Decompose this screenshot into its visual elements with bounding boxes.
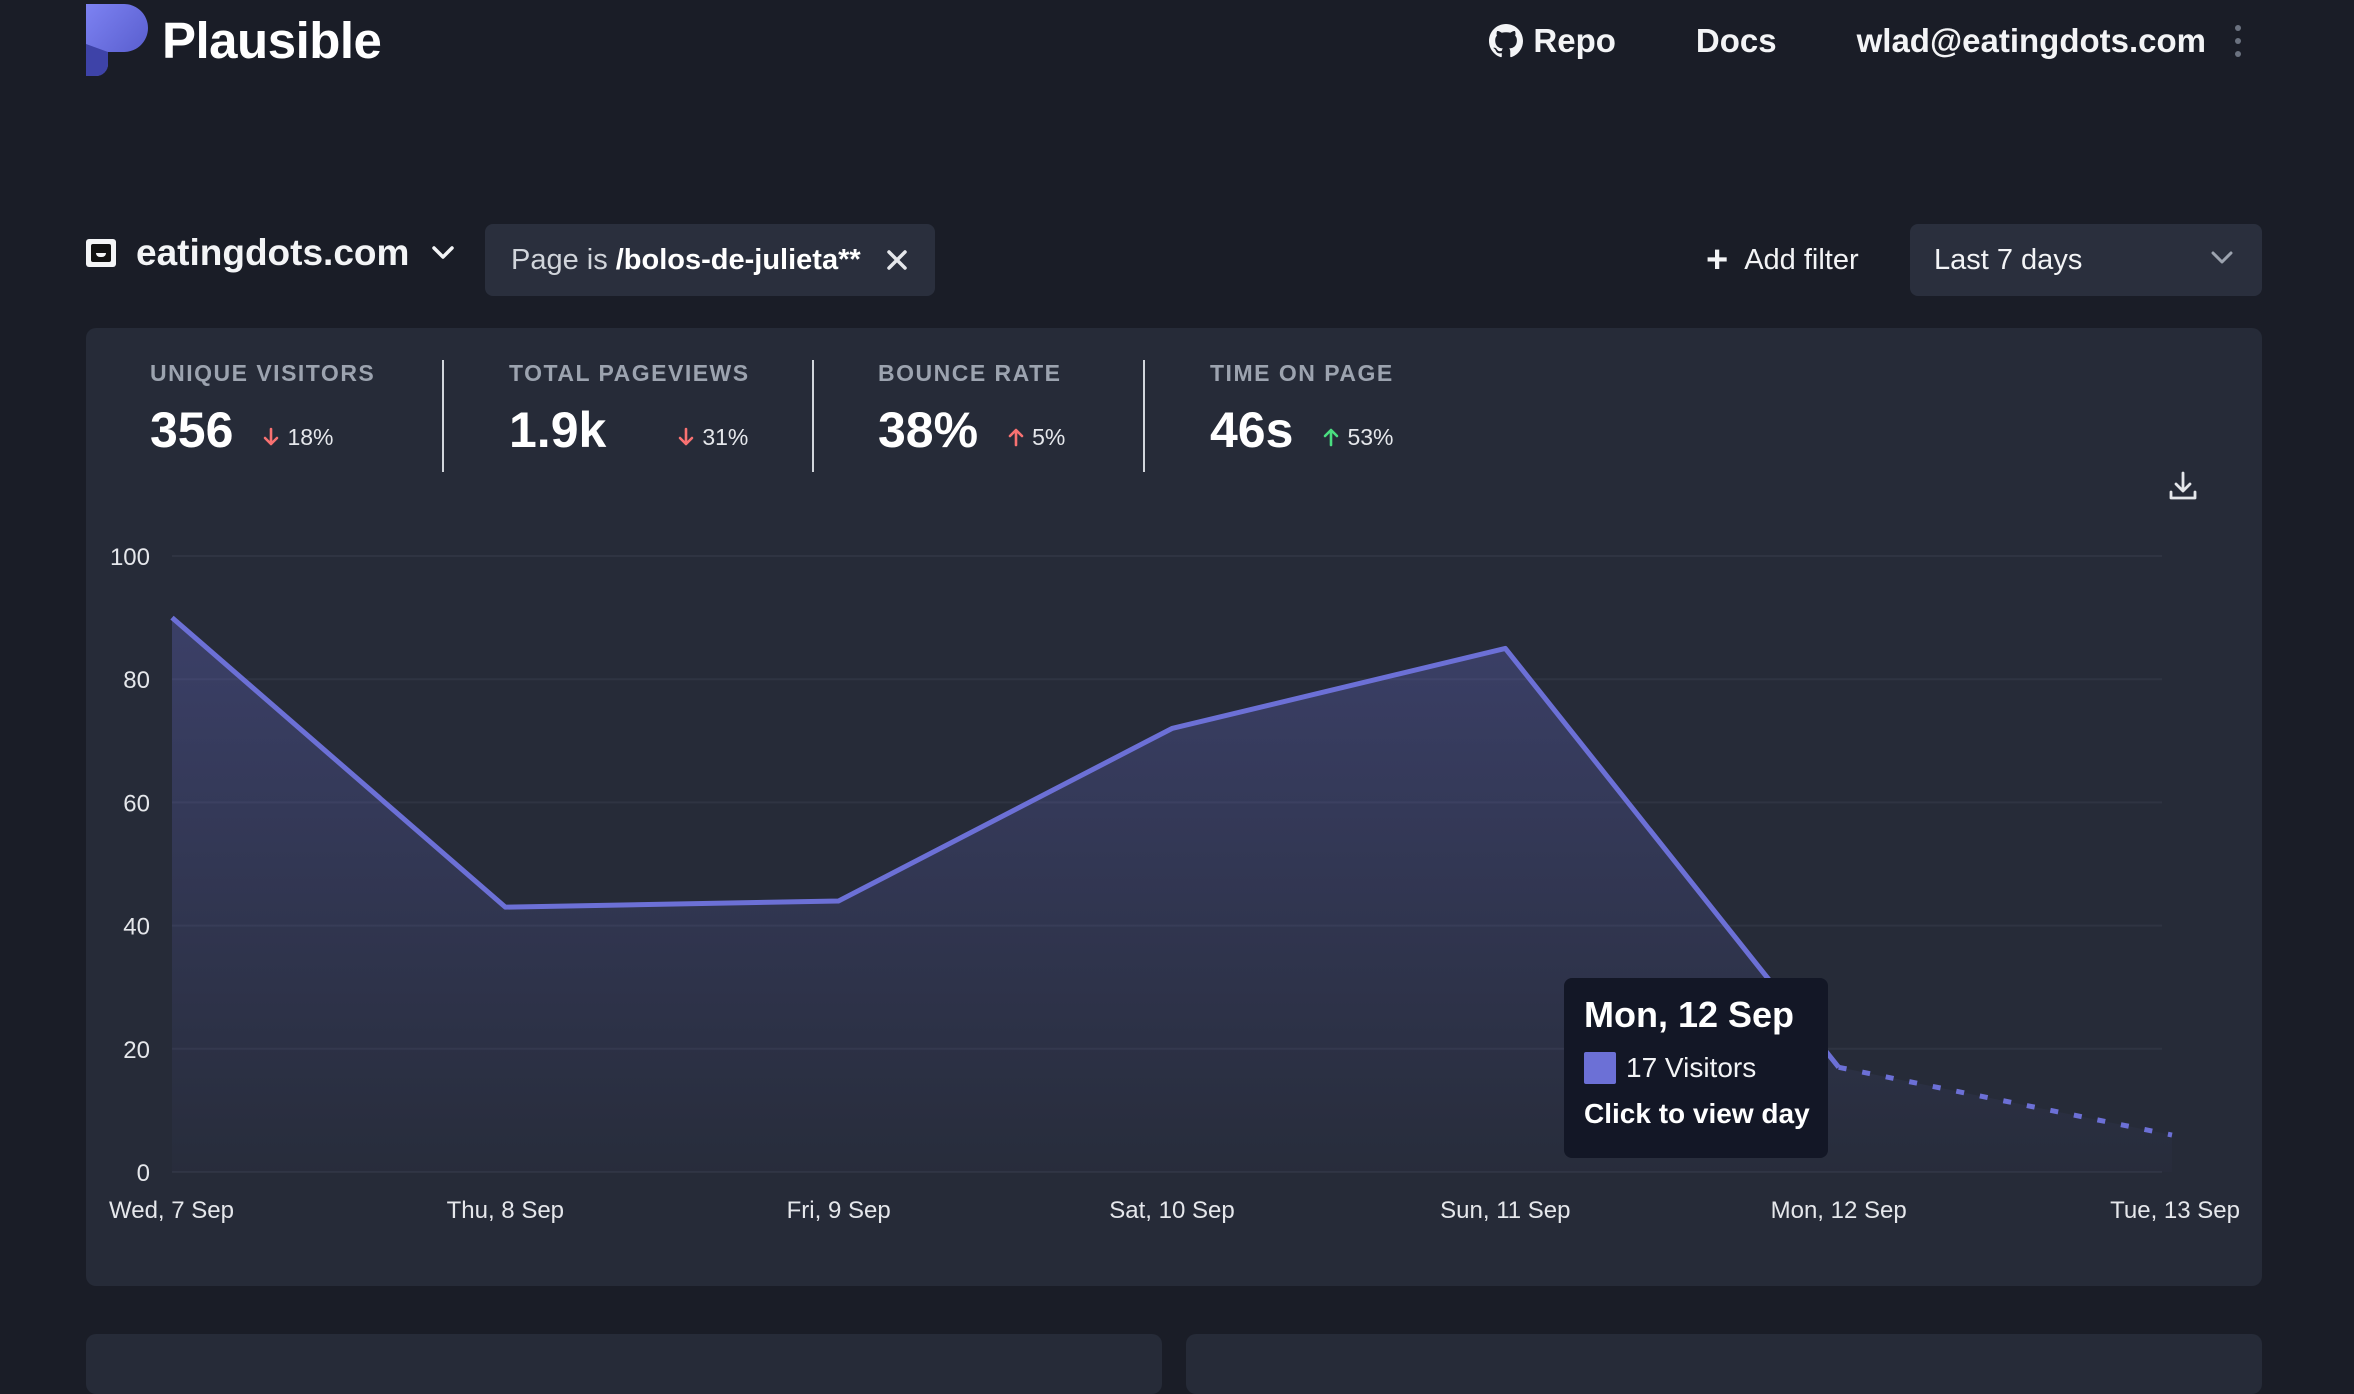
series-line-incomplete bbox=[1838, 1064, 2173, 1138]
y-tick-label: 40 bbox=[123, 914, 150, 941]
chevron-down-icon bbox=[432, 246, 455, 259]
github-icon bbox=[1489, 24, 1524, 58]
top-nav: Plausible Repo Docs wlad@eatingdots.com bbox=[0, 0, 2354, 90]
visitors-line-chart[interactable]: 0 20 40 60 80 100 Wed, 7 Sep Thu, 8 Sep Fri, 9 S… bbox=[0, 0, 2354, 1364]
series-area bbox=[172, 617, 2172, 1172]
x-tick-label: Fri, 9 Sep bbox=[787, 1197, 891, 1224]
tooltip-title: Mon, 12 Sep bbox=[1584, 994, 1795, 1035]
x-tick-label: Sat, 10 Sep bbox=[1109, 1197, 1234, 1224]
tooltip-metric: 17 Visitors bbox=[1626, 1052, 1757, 1083]
site-switcher[interactable]: eatingdots.com bbox=[86, 232, 455, 274]
y-tick-label: 100 bbox=[110, 544, 150, 571]
stat-label: UNIQUE VISITORS bbox=[150, 360, 376, 386]
site-name: eatingdots.com bbox=[136, 232, 410, 273]
period-label: Last 7 days bbox=[1934, 243, 2083, 276]
download-icon[interactable] bbox=[2168, 470, 2198, 507]
data-point[interactable] bbox=[166, 612, 178, 624]
data-point[interactable] bbox=[2166, 1129, 2178, 1141]
data-point[interactable] bbox=[833, 895, 845, 907]
filter-prefix: Page is bbox=[511, 243, 608, 276]
repo-label: Repo bbox=[1533, 22, 1616, 59]
stat-value: 356 bbox=[150, 402, 234, 458]
arrow-down-icon bbox=[679, 427, 694, 446]
x-tick-label: Mon, 12 Sep bbox=[1771, 1197, 1907, 1224]
chart-tooltip[interactable]: Mon, 12 Sep 17 Visitors Click to view da… bbox=[1564, 978, 1828, 1158]
logo[interactable]: Plausible bbox=[86, 0, 382, 80]
series-line bbox=[170, 615, 1841, 1069]
data-point[interactable] bbox=[1499, 642, 1511, 654]
stat-value: 1.9k bbox=[509, 402, 607, 458]
stat-change: 5% bbox=[1008, 424, 1065, 451]
tooltip-action: Click to view day bbox=[1584, 1098, 1810, 1129]
y-tick-label: 20 bbox=[123, 1037, 150, 1064]
stat-change: 31% bbox=[678, 424, 748, 451]
x-tick-label: Wed, 7 Sep bbox=[109, 1197, 234, 1224]
divider bbox=[812, 360, 814, 472]
divider bbox=[442, 360, 444, 472]
data-point[interactable] bbox=[1166, 722, 1178, 734]
arrow-down-icon bbox=[264, 427, 279, 446]
more-menu-icon[interactable] bbox=[2232, 25, 2244, 57]
docs-label: Docs bbox=[1695, 22, 1777, 59]
bottom-panel-left bbox=[86, 1334, 1162, 1394]
close-icon[interactable] bbox=[885, 248, 909, 272]
user-menu[interactable]: wlad@eatingdots.com bbox=[1857, 22, 2206, 60]
arrow-up-icon bbox=[1324, 428, 1339, 447]
bottom-panel-right bbox=[1186, 1334, 2262, 1394]
plausible-logo-icon bbox=[86, 4, 148, 76]
top-stats: UNIQUE VISITORS 356 18% TOTAL PAGEVIEWS … bbox=[86, 328, 2262, 478]
arrow-up-icon bbox=[1008, 428, 1024, 447]
y-tick-label: 0 bbox=[137, 1160, 150, 1187]
stat-change: 53% bbox=[1323, 424, 1393, 451]
site-favicon-icon bbox=[86, 239, 116, 267]
stat-value: 38% bbox=[878, 402, 979, 458]
user-email: wlad@eatingdots.com bbox=[1856, 22, 2206, 59]
stat-label: TIME ON PAGE bbox=[1210, 360, 1394, 386]
x-tick-label: Thu, 8 Sep bbox=[447, 1197, 564, 1224]
stat-total-pageviews[interactable]: TOTAL PAGEVIEWS 1.9k 31% bbox=[509, 360, 750, 459]
plus-icon: + bbox=[1706, 239, 1729, 281]
y-tick-label: 60 bbox=[123, 790, 150, 817]
add-filter-label: Add filter bbox=[1744, 243, 1859, 276]
chevron-down-icon bbox=[2211, 251, 2233, 264]
stat-time-on-page[interactable]: TIME ON PAGE 46s 53% bbox=[1210, 360, 1394, 459]
x-tick-label: Tue, 13 Sep bbox=[2110, 1197, 2240, 1224]
data-point[interactable] bbox=[1833, 1061, 1845, 1073]
nav-links: Repo Docs wlad@eatingdots.com bbox=[1409, 18, 2244, 64]
divider bbox=[1143, 360, 1145, 472]
active-filter-pill[interactable]: Page is /bolos-de-julieta** bbox=[485, 224, 935, 296]
filter-value: /bolos-de-julieta** bbox=[615, 243, 861, 276]
x-tick-label: Sun, 11 Sep bbox=[1440, 1197, 1570, 1224]
stat-value: 46s bbox=[1210, 402, 1294, 458]
y-tick-label: 80 bbox=[123, 667, 150, 694]
data-point[interactable] bbox=[499, 901, 511, 913]
period-picker[interactable]: Last 7 days bbox=[1910, 224, 2262, 296]
stat-change: 18% bbox=[263, 424, 333, 451]
stat-label: BOUNCE RATE bbox=[878, 360, 1062, 386]
docs-link[interactable]: Docs bbox=[1696, 22, 1777, 60]
repo-link[interactable]: Repo bbox=[1489, 22, 1616, 60]
app-name: Plausible bbox=[162, 11, 382, 69]
stat-unique-visitors[interactable]: UNIQUE VISITORS 356 18% bbox=[150, 360, 375, 459]
stat-bounce-rate[interactable]: BOUNCE RATE 38% 5% bbox=[878, 360, 1065, 459]
legend-swatch bbox=[1584, 1052, 1616, 1084]
stat-label: TOTAL PAGEVIEWS bbox=[509, 360, 750, 386]
add-filter-button[interactable]: + Add filter bbox=[1706, 236, 1859, 284]
